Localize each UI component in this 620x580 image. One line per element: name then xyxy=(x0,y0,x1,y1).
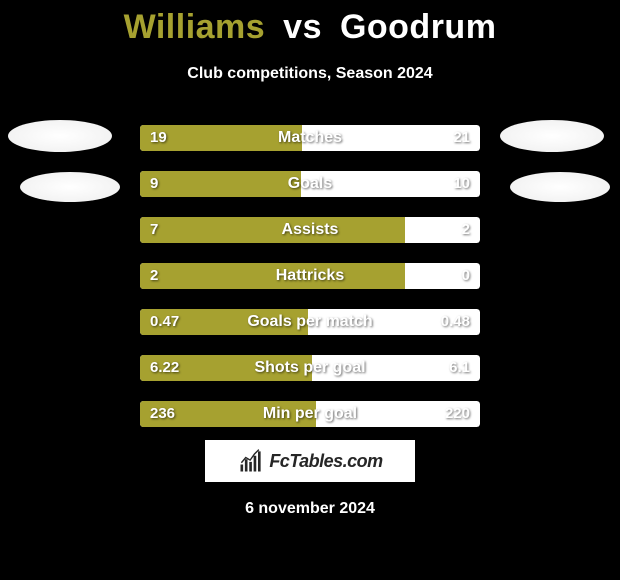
player2-name: Goodrum xyxy=(340,8,496,46)
player-photo-placeholder xyxy=(500,120,604,152)
stat-row: Goals per match0.470.48 xyxy=(140,309,480,335)
player-photo-placeholder xyxy=(510,172,610,202)
stat-row: Assists72 xyxy=(140,217,480,243)
stat-bar-left xyxy=(140,355,312,381)
stats-container: Matches1921 Goals910 Assists72 Hattricks20 G… xyxy=(140,125,480,447)
stat-bar-left xyxy=(140,171,301,197)
stat-row: Min per goal236220 xyxy=(140,401,480,427)
stat-row: Shots per goal6.226.1 xyxy=(140,355,480,381)
stat-row: Goals910 xyxy=(140,171,480,197)
logo-text: FcTables.com xyxy=(269,451,382,472)
stat-bar-left xyxy=(140,125,302,151)
stat-bar-left xyxy=(140,309,308,335)
fctables-logo[interactable]: FcTables.com xyxy=(205,440,415,482)
chart-icon xyxy=(237,447,265,475)
player1-name: Williams xyxy=(124,8,266,46)
subtitle: Club competitions, Season 2024 xyxy=(0,65,620,83)
stat-row: Hattricks20 xyxy=(140,263,480,289)
vs-text: vs xyxy=(283,8,322,46)
player-photo-placeholder xyxy=(20,172,120,202)
date-text: 6 november 2024 xyxy=(0,500,620,518)
stat-bar-left xyxy=(140,217,405,243)
stat-bar-left xyxy=(140,263,405,289)
stat-bar-left xyxy=(140,401,316,427)
stat-row: Matches1921 xyxy=(140,125,480,151)
comparison-title: Williams vs Goodrum xyxy=(0,0,620,47)
player-photo-placeholder xyxy=(8,120,112,152)
